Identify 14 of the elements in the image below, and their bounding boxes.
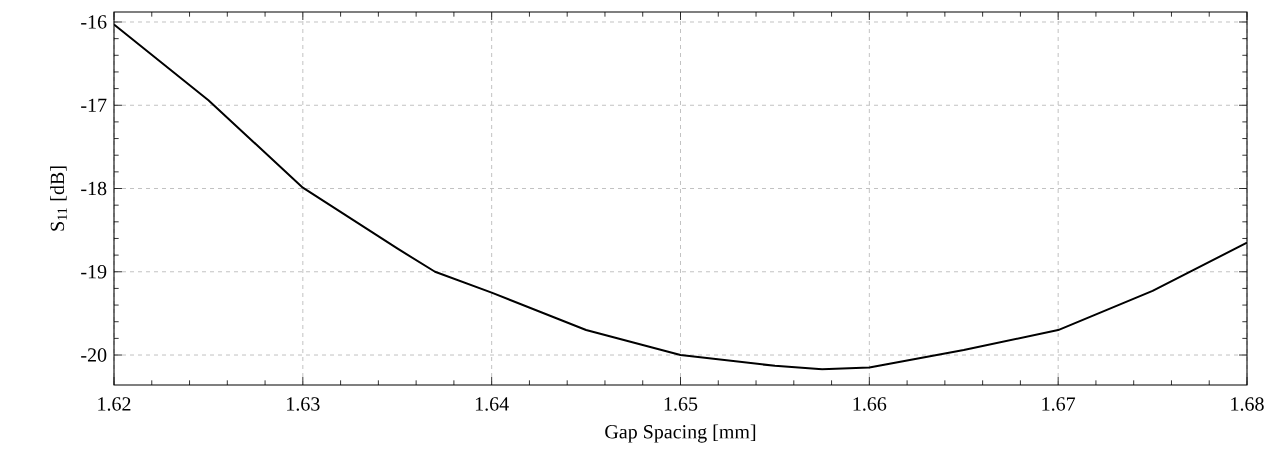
x-tick-label: 1.68 — [1231, 397, 1264, 411]
x-tick-label: 1.64 — [475, 397, 509, 411]
x-tick-label: 1.65 — [664, 397, 698, 411]
x-tick-label: 1.62 — [98, 397, 131, 411]
y-tick-label: -18 — [81, 181, 107, 196]
x-tick-label: 1.67 — [1042, 397, 1076, 411]
y-axis-title: S$_{11}$ [dB] — [50, 166, 67, 231]
x-axis-title: Gap Spacing [mm] — [605, 424, 756, 443]
y-tick-label: -20 — [81, 348, 107, 362]
x-tick-label: 1.63 — [287, 397, 320, 411]
x-tick-label: 1.66 — [853, 397, 887, 411]
y-tick-label: -17 — [81, 98, 107, 112]
y-tick-label: -16 — [81, 15, 107, 29]
y-tick-label: -19 — [81, 265, 107, 279]
